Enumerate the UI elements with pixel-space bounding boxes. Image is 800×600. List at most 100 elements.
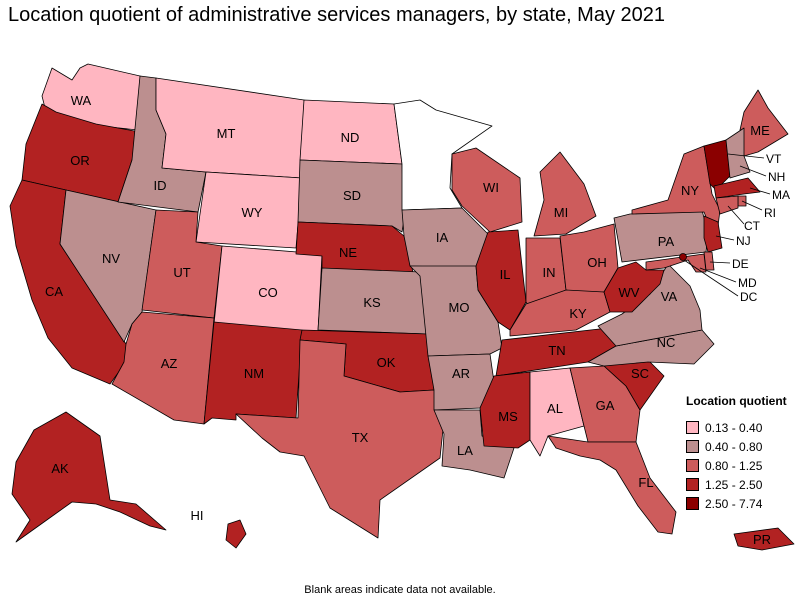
legend-swatch <box>686 478 699 491</box>
state-label-md: MD <box>738 276 757 290</box>
legend-item: 1.25 - 2.50 <box>686 476 798 493</box>
legend-label: 0.80 - 1.25 <box>705 458 763 473</box>
state-label-wv: WV <box>619 285 640 300</box>
state-tx[interactable] <box>235 339 445 539</box>
callout-line-ma <box>749 187 771 195</box>
state-label-oh: OH <box>587 255 607 270</box>
state-dc[interactable] <box>679 253 687 261</box>
legend-label: 0.13 - 0.40 <box>705 420 763 435</box>
state-label-ks: KS <box>363 295 381 310</box>
state-md[interactable] <box>645 253 707 273</box>
state-label-or: OR <box>70 153 90 168</box>
state-wi[interactable] <box>451 147 523 233</box>
legend-label: 2.50 - 7.74 <box>705 496 763 511</box>
state-label-ok: OK <box>377 355 396 370</box>
state-label-dc: DC <box>740 290 758 304</box>
state-label-pr: PR <box>753 532 771 547</box>
state-il[interactable] <box>475 229 527 331</box>
state-vt[interactable] <box>703 139 731 191</box>
callout-line-nh <box>739 165 767 177</box>
state-label-nj: NJ <box>736 234 751 248</box>
state-label-nh: NH <box>768 170 785 184</box>
state-label-wa: WA <box>71 93 92 108</box>
state-label-id: ID <box>154 178 167 193</box>
callout-line-de <box>709 261 731 264</box>
legend-item: 0.40 - 0.80 <box>686 438 798 455</box>
state-label-mo: MO <box>449 300 470 315</box>
map-title: Location quotient of administrative serv… <box>8 4 666 26</box>
callouts-layer: VT NH MA RI CT NJ DE MD DC <box>683 152 790 304</box>
footnote: Blank areas indicate data not available. <box>304 584 496 596</box>
state-label-hi: HI <box>191 508 204 523</box>
callout-line-ri <box>741 200 763 211</box>
state-label-vt: VT <box>766 152 782 166</box>
state-label-ut: UT <box>173 265 190 280</box>
state-label-az: AZ <box>161 356 178 371</box>
state-label-fl: FL <box>638 475 653 490</box>
state-label-ny: NY <box>681 183 699 198</box>
legend-item: 0.80 - 1.25 <box>686 457 798 474</box>
state-label-la: LA <box>457 443 473 458</box>
state-label-sc: SC <box>631 366 649 381</box>
state-ma[interactable] <box>713 177 761 199</box>
state-label-il: IL <box>500 267 511 282</box>
state-mn[interactable] <box>393 99 493 211</box>
state-label-wy: WY <box>242 205 263 220</box>
state-label-ma: MA <box>772 188 790 202</box>
callout-line-dc <box>683 259 739 297</box>
state-mi[interactable] <box>533 151 597 237</box>
legend-item: 0.13 - 0.40 <box>686 419 798 436</box>
state-label-co: CO <box>258 285 278 300</box>
state-pr[interactable] <box>733 527 795 551</box>
state-label-ar: AR <box>452 366 470 381</box>
legend-swatch <box>686 459 699 472</box>
state-label-ky: KY <box>569 306 587 321</box>
state-label-ia: IA <box>436 230 449 245</box>
legend-items: 0.13 - 0.40 0.40 - 0.80 0.80 - 1.25 1.25… <box>686 419 798 512</box>
state-hi[interactable] <box>225 519 247 549</box>
state-label-nd: ND <box>341 130 360 145</box>
legend-swatch <box>686 497 699 510</box>
state-label-nc: NC <box>657 335 676 350</box>
callout-line-vt <box>727 153 765 159</box>
legend-label: 1.25 - 2.50 <box>705 477 763 492</box>
state-label-mi: MI <box>554 205 568 220</box>
state-label-sd: SD <box>343 188 361 203</box>
legend-swatch <box>686 440 699 453</box>
state-label-tx: TX <box>352 430 369 445</box>
state-label-pa: PA <box>658 234 675 249</box>
state-nh[interactable] <box>725 127 751 179</box>
state-label-nm: NM <box>244 366 264 381</box>
state-label-ne: NE <box>339 245 357 260</box>
legend-title: Location quotient <box>686 394 787 408</box>
legend-label: 0.40 - 0.80 <box>705 439 763 454</box>
callout-line-md <box>699 267 737 283</box>
map-legend: Location quotient 0.13 - 0.40 0.40 - 0.8… <box>686 393 798 514</box>
state-label-va: VA <box>661 289 678 304</box>
state-label-ri: RI <box>764 206 776 220</box>
state-label-ca: CA <box>45 284 63 299</box>
state-ak[interactable] <box>11 411 167 543</box>
state-label-al: AL <box>547 401 563 416</box>
callout-line-nj <box>715 235 735 241</box>
state-nj[interactable] <box>703 215 723 253</box>
state-label-ct: CT <box>744 219 761 233</box>
state-label-mt: MT <box>217 126 236 141</box>
state-label-nv: NV <box>102 251 120 266</box>
state-label-tn: TN <box>548 343 565 358</box>
state-label-ga: GA <box>596 398 615 413</box>
state-label-me: ME <box>750 123 770 138</box>
state-labels-layer: WA OR CA NV ID MT WY UT AZ CO NM ND SD N… <box>45 93 771 547</box>
state-ct[interactable] <box>715 195 739 215</box>
states-layer <box>9 63 795 551</box>
state-ny[interactable] <box>631 145 721 243</box>
state-la[interactable] <box>433 409 515 479</box>
callout-line-ct <box>727 205 745 225</box>
legend-swatch <box>686 421 699 434</box>
state-fl[interactable] <box>547 435 677 535</box>
state-label-ms: MS <box>498 409 518 424</box>
state-wv[interactable] <box>603 261 665 313</box>
state-label-ak: AK <box>51 461 69 476</box>
state-label-in: IN <box>543 265 556 280</box>
